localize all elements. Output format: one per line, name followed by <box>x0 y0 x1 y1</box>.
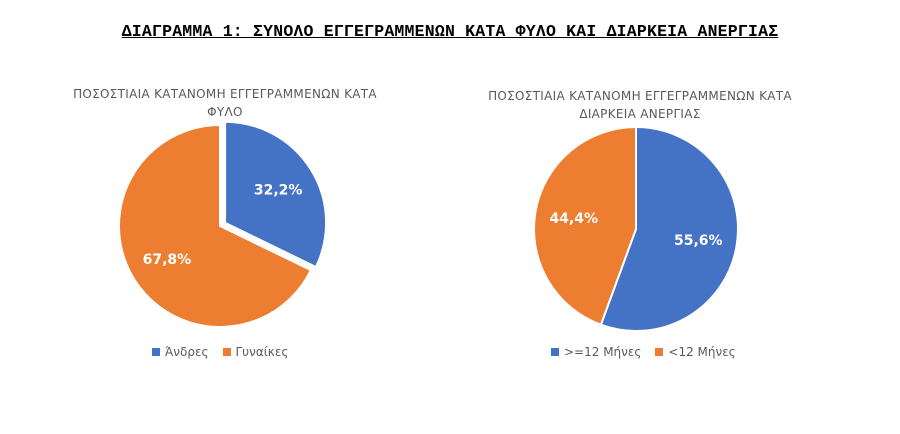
slice-women <box>118 123 313 328</box>
chart-title-duration: ΠΟΣΟΣΤΙΑΙΑ ΚΑΤΑΝΟΜΗ ΕΓΓΕΓΡΑΜΜΕΝΩΝ ΚΑΤΑ Δ… <box>470 87 810 123</box>
legend-label: Γυναίκες <box>235 345 289 359</box>
legend-item-women: Γυναίκες <box>222 345 289 359</box>
legend-label: <12 Μήνες <box>668 345 736 359</box>
chart-title-line: ΦΥΛΟ <box>207 105 243 119</box>
legend-item-under-12-months: <12 Μήνες <box>655 345 736 359</box>
data-label: 32,2% <box>254 183 303 199</box>
slice-men <box>224 120 328 269</box>
data-label: 55,6% <box>674 233 723 249</box>
chart-title-line: ΠΟΣΟΣΤΙΑΙΑ ΚΑΤΑΝΟΜΗ ΕΓΓΕΓΡΑΜΜΕΝΩΝ ΚΑΤΑ <box>73 87 377 101</box>
page-title: ΔΙΑΓΡΑΜΜΑ 1: ΣΥΝΟΛΟ ΕΓΓΕΓΡΑΜΜΕΝΩΝ ΚΑΤΑ Φ… <box>121 22 779 41</box>
data-label: 67,8% <box>143 252 192 268</box>
slice-under-12-months <box>533 125 637 327</box>
chart-title-line: ΔΙΑΡΚΕΙΑ ΑΝΕΡΓΙΑΣ <box>579 107 701 121</box>
legend-swatch <box>222 348 231 356</box>
chart-title-gender: ΠΟΣΟΣΤΙΑΙΑ ΚΑΤΑΝΟΜΗ ΕΓΓΕΓΡΑΜΜΕΝΩΝ ΚΑΤΑ Φ… <box>70 85 380 121</box>
legend-label: >=12 Μήνες <box>564 345 642 359</box>
chart-title-line: ΠΟΣΟΣΤΙΑΙΑ ΚΑΤΑΝΟΜΗ ΕΓΓΕΓΡΑΜΜΕΝΩΝ ΚΑΤΑ <box>488 89 792 103</box>
legend-duration: >=12 Μήνες <12 Μήνες <box>551 345 750 359</box>
legend-label: Άνδρες <box>165 345 209 359</box>
legend-item-men: Άνδρες <box>152 345 209 359</box>
data-label: 44,4% <box>549 211 598 227</box>
legend-gender: Άνδρες Γυναίκες <box>152 345 302 359</box>
legend-swatch <box>152 348 160 356</box>
legend-swatch <box>655 348 664 356</box>
legend-item-over-12-months: >=12 Μήνες <box>551 345 641 359</box>
slice-over-12-months <box>599 125 739 332</box>
legend-swatch <box>551 348 559 356</box>
